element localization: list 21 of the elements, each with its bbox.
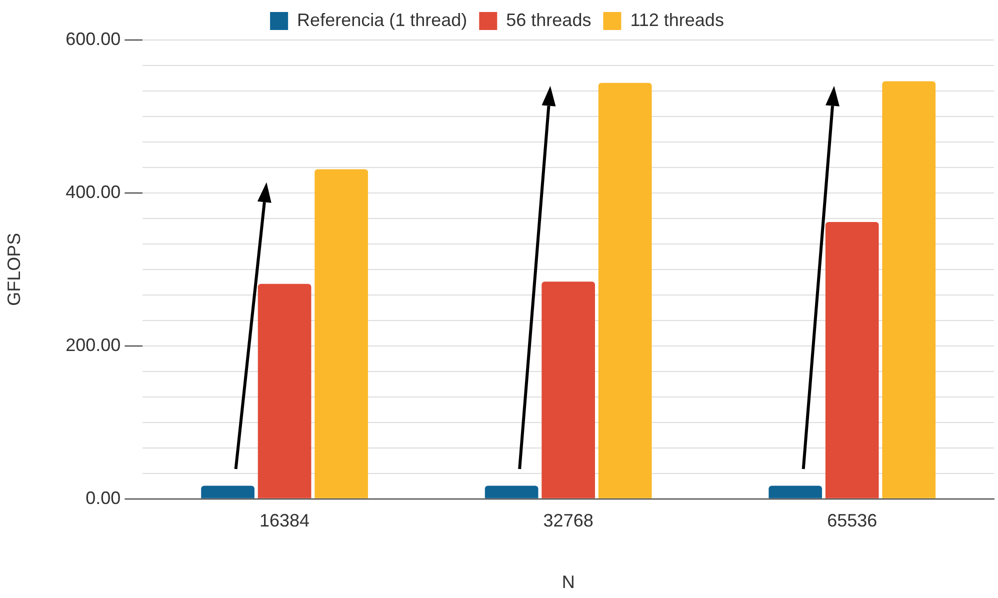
bar: [882, 81, 936, 498]
bar: [825, 222, 879, 498]
y-axis-title: GFLOPS: [4, 232, 24, 306]
y-tick-label: 0.00: [86, 488, 121, 508]
bar: [542, 282, 596, 498]
legend-label: Referencia (1 thread): [297, 10, 468, 30]
x-tick-label: 65536: [827, 510, 878, 531]
bar: [484, 486, 538, 498]
x-axis-title: N: [562, 572, 575, 592]
legend-label: 112 threads: [630, 10, 724, 30]
bar: [314, 169, 368, 498]
legend-label: 56 threads: [506, 10, 592, 30]
y-tick-label: 200.00: [66, 334, 121, 355]
y-tick-label: 400.00: [66, 182, 121, 202]
x-tick-label: 32768: [543, 510, 594, 531]
y-tick-label: 600.00: [66, 28, 121, 49]
bar: [768, 486, 822, 498]
bar: [258, 284, 312, 498]
x-tick-label: 16384: [260, 510, 310, 531]
bar: [598, 82, 652, 498]
bar: [201, 486, 254, 498]
